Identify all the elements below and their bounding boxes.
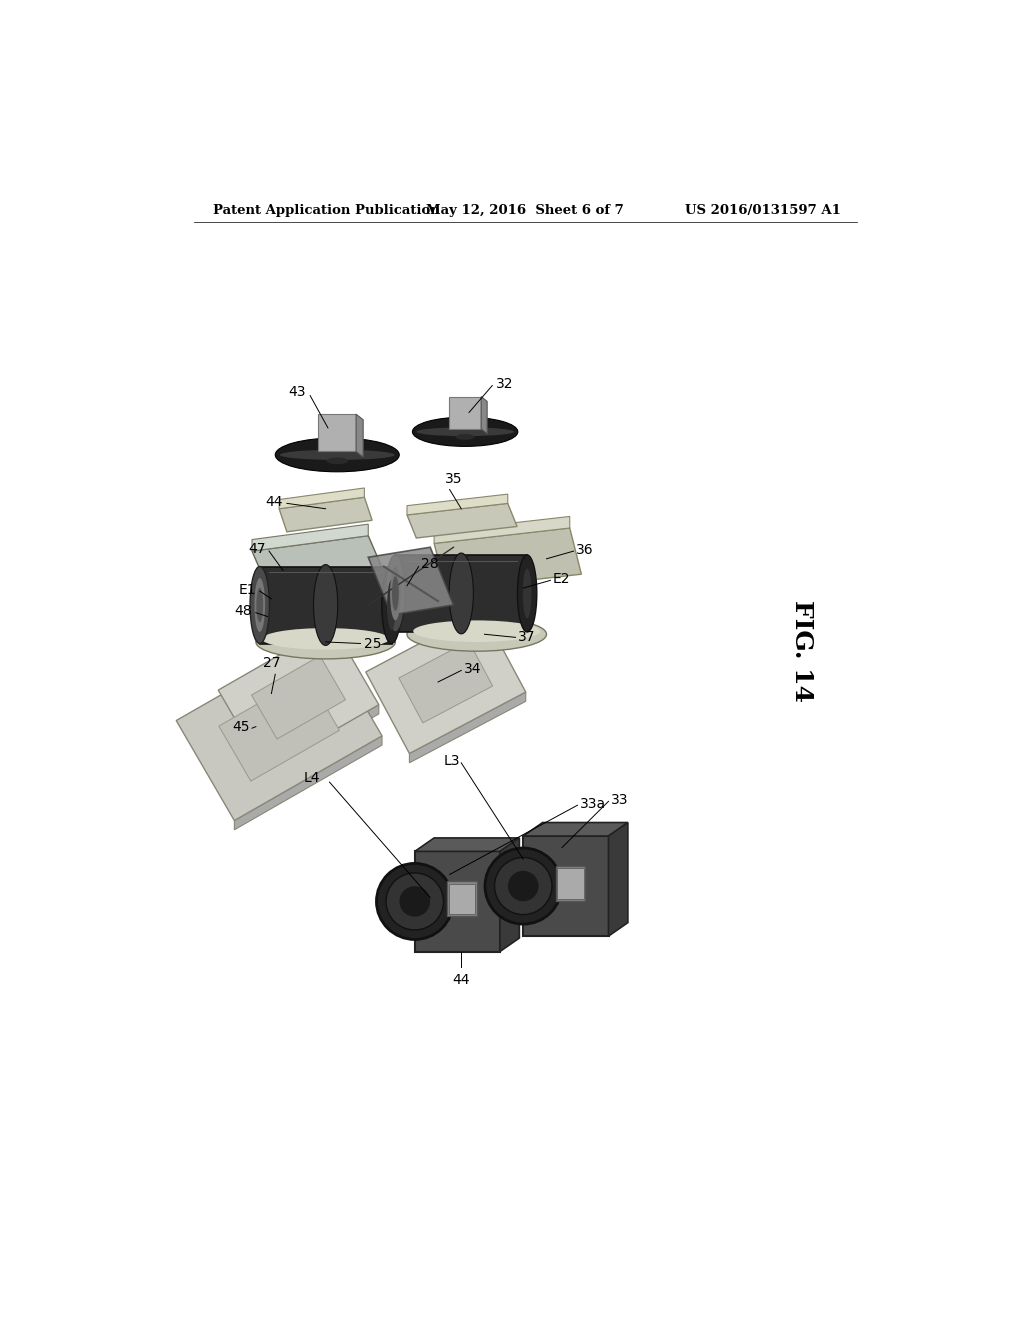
Text: L4: L4 <box>304 771 321 785</box>
Polygon shape <box>481 396 487 434</box>
Text: 25: 25 <box>365 636 382 651</box>
Ellipse shape <box>382 566 401 644</box>
Ellipse shape <box>262 628 389 649</box>
Polygon shape <box>369 548 454 615</box>
Ellipse shape <box>456 434 474 440</box>
Polygon shape <box>447 882 477 916</box>
Text: 34: 34 <box>464 661 481 676</box>
Ellipse shape <box>275 438 399 471</box>
Ellipse shape <box>495 858 552 915</box>
Text: US 2016/0131597 A1: US 2016/0131597 A1 <box>685 205 841 218</box>
Text: 44: 44 <box>453 973 470 987</box>
Polygon shape <box>366 610 525 754</box>
Text: 28: 28 <box>421 557 438 572</box>
Polygon shape <box>523 836 608 936</box>
Ellipse shape <box>399 886 430 916</box>
Ellipse shape <box>254 578 265 632</box>
Polygon shape <box>318 414 356 451</box>
Polygon shape <box>260 566 391 644</box>
Polygon shape <box>434 528 582 590</box>
Ellipse shape <box>256 587 263 622</box>
Ellipse shape <box>450 553 473 634</box>
Text: E2: E2 <box>553 572 570 586</box>
Text: 37: 37 <box>518 631 536 644</box>
Ellipse shape <box>508 871 539 902</box>
Ellipse shape <box>377 863 453 940</box>
Text: L3: L3 <box>443 754 460 767</box>
Ellipse shape <box>256 626 395 659</box>
Polygon shape <box>280 498 372 532</box>
Text: 35: 35 <box>444 471 462 486</box>
Text: May 12, 2016  Sheet 6 of 7: May 12, 2016 Sheet 6 of 7 <box>426 205 624 218</box>
Text: 27: 27 <box>262 656 281 671</box>
Ellipse shape <box>327 458 348 465</box>
Ellipse shape <box>417 428 514 436</box>
Text: 32: 32 <box>496 378 514 391</box>
Polygon shape <box>234 735 382 830</box>
Text: 36: 36 <box>575 543 594 557</box>
Text: 43: 43 <box>289 384 306 399</box>
Text: 48: 48 <box>234 605 252 618</box>
Polygon shape <box>407 494 508 515</box>
Text: 44: 44 <box>265 495 283 508</box>
Ellipse shape <box>387 579 396 630</box>
Ellipse shape <box>280 450 394 459</box>
Ellipse shape <box>517 554 537 632</box>
Ellipse shape <box>414 620 541 642</box>
Text: 45: 45 <box>232 719 250 734</box>
Ellipse shape <box>413 417 518 446</box>
Polygon shape <box>608 822 628 936</box>
Text: 33: 33 <box>611 793 629 807</box>
Polygon shape <box>219 676 339 781</box>
Ellipse shape <box>250 566 269 644</box>
Ellipse shape <box>523 569 531 619</box>
Polygon shape <box>449 884 475 915</box>
Polygon shape <box>264 705 379 779</box>
Polygon shape <box>500 838 519 952</box>
Polygon shape <box>450 396 481 429</box>
Polygon shape <box>556 866 586 902</box>
Polygon shape <box>523 822 628 836</box>
Text: Patent Application Publication: Patent Application Publication <box>213 205 440 218</box>
Polygon shape <box>252 524 369 552</box>
Text: 33a: 33a <box>580 797 606 810</box>
Polygon shape <box>407 503 517 539</box>
Polygon shape <box>252 536 391 605</box>
Polygon shape <box>410 692 525 763</box>
Polygon shape <box>218 624 379 770</box>
Polygon shape <box>395 554 527 632</box>
Text: 47: 47 <box>249 541 266 556</box>
Polygon shape <box>434 516 569 544</box>
Polygon shape <box>557 869 584 899</box>
Polygon shape <box>252 656 345 739</box>
Polygon shape <box>415 851 500 952</box>
Ellipse shape <box>386 873 443 931</box>
Ellipse shape <box>392 576 398 611</box>
Polygon shape <box>280 488 365 508</box>
Text: FIG. 14: FIG. 14 <box>791 601 814 702</box>
Ellipse shape <box>485 847 561 924</box>
Ellipse shape <box>386 554 406 632</box>
Polygon shape <box>176 636 382 821</box>
Ellipse shape <box>407 618 547 651</box>
Text: E1: E1 <box>239 582 256 597</box>
Polygon shape <box>356 414 364 457</box>
Ellipse shape <box>390 566 400 620</box>
Polygon shape <box>398 642 493 723</box>
Ellipse shape <box>313 565 338 645</box>
Polygon shape <box>415 838 519 851</box>
